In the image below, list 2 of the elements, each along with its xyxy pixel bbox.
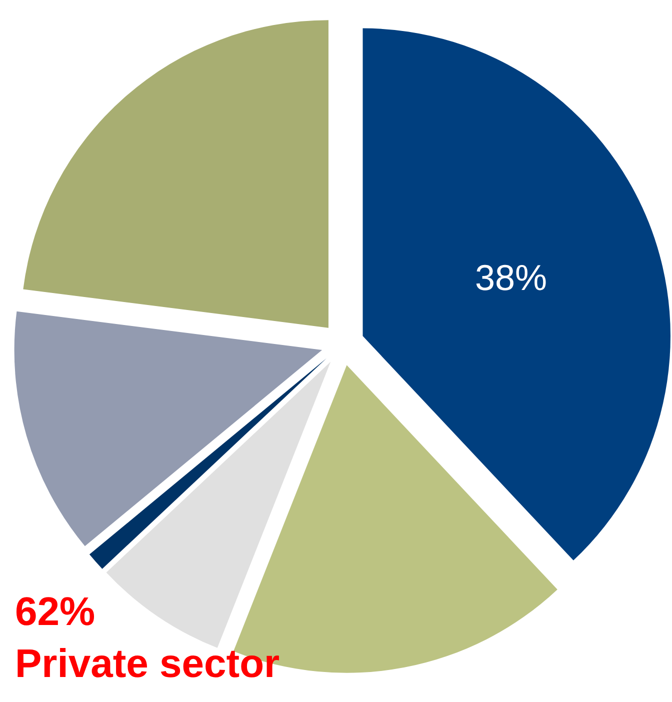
text: 62% Private sector xyxy=(15,590,280,686)
data-label: 38% xyxy=(474,256,548,298)
